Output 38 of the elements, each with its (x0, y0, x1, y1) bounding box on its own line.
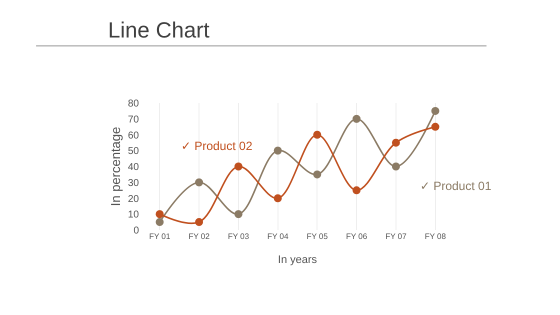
series-label: ✓ Product 01 (420, 179, 492, 193)
y-tick-label: 40 (128, 162, 140, 173)
x-tick-label: FY 07 (385, 232, 408, 241)
point (195, 218, 204, 226)
point (234, 162, 242, 170)
chart-title: Line Chart (108, 18, 210, 43)
point (274, 194, 282, 202)
point (313, 170, 322, 178)
point (195, 178, 204, 186)
y-tick-label: 60 (128, 130, 140, 142)
point (156, 210, 164, 218)
x-tick-label: FY 03 (228, 232, 250, 241)
point (274, 146, 282, 155)
point (234, 210, 242, 218)
point (156, 218, 164, 226)
x-tick-label: FY 04 (267, 232, 289, 241)
point (392, 138, 400, 147)
point (392, 162, 400, 170)
y-tick-label: 80 (128, 98, 140, 110)
y-tick-label: 30 (128, 178, 140, 189)
x-tick-label: FY 02 (188, 232, 210, 241)
x-tick-label: FY 06 (346, 232, 368, 241)
x-axis-title: In years (278, 254, 318, 266)
point (431, 106, 440, 115)
x-tick-label: FY 01 (149, 232, 171, 241)
point (352, 114, 361, 123)
y-tick-label: 10 (128, 210, 140, 221)
point (352, 186, 361, 194)
y-tick-label: 20 (128, 194, 140, 205)
y-tick-label: 50 (128, 146, 140, 158)
point (431, 122, 440, 131)
y-tick-label: 0 (133, 226, 140, 236)
y-tick-label: 70 (128, 114, 140, 126)
series-label: ✓ Product 02 (181, 139, 253, 153)
y-axis-title: In percentage (108, 126, 123, 206)
x-tick-label: FY 05 (306, 232, 328, 241)
point (313, 130, 322, 139)
x-tick-label: FY 08 (424, 232, 446, 241)
